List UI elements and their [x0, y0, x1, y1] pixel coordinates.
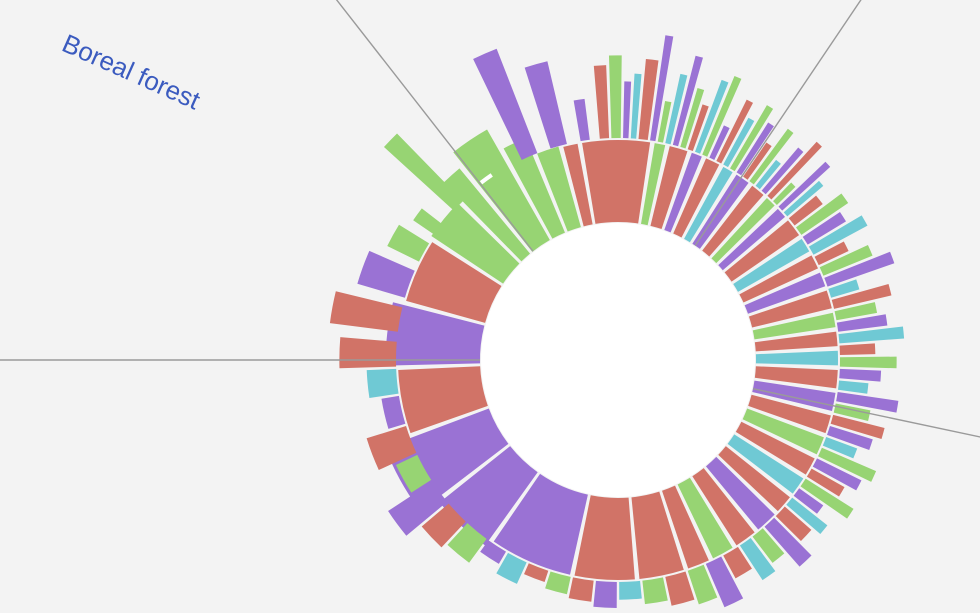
ring2-seg[interactable]	[619, 581, 642, 600]
ring2-seg[interactable]	[593, 581, 616, 608]
ring2-seg[interactable]	[840, 357, 897, 369]
ring2-seg[interactable]	[569, 577, 594, 601]
ring2-seg[interactable]	[339, 337, 396, 368]
sunburst-chart[interactable]: Boreal forest	[0, 0, 980, 613]
ring2-seg[interactable]	[367, 369, 399, 398]
